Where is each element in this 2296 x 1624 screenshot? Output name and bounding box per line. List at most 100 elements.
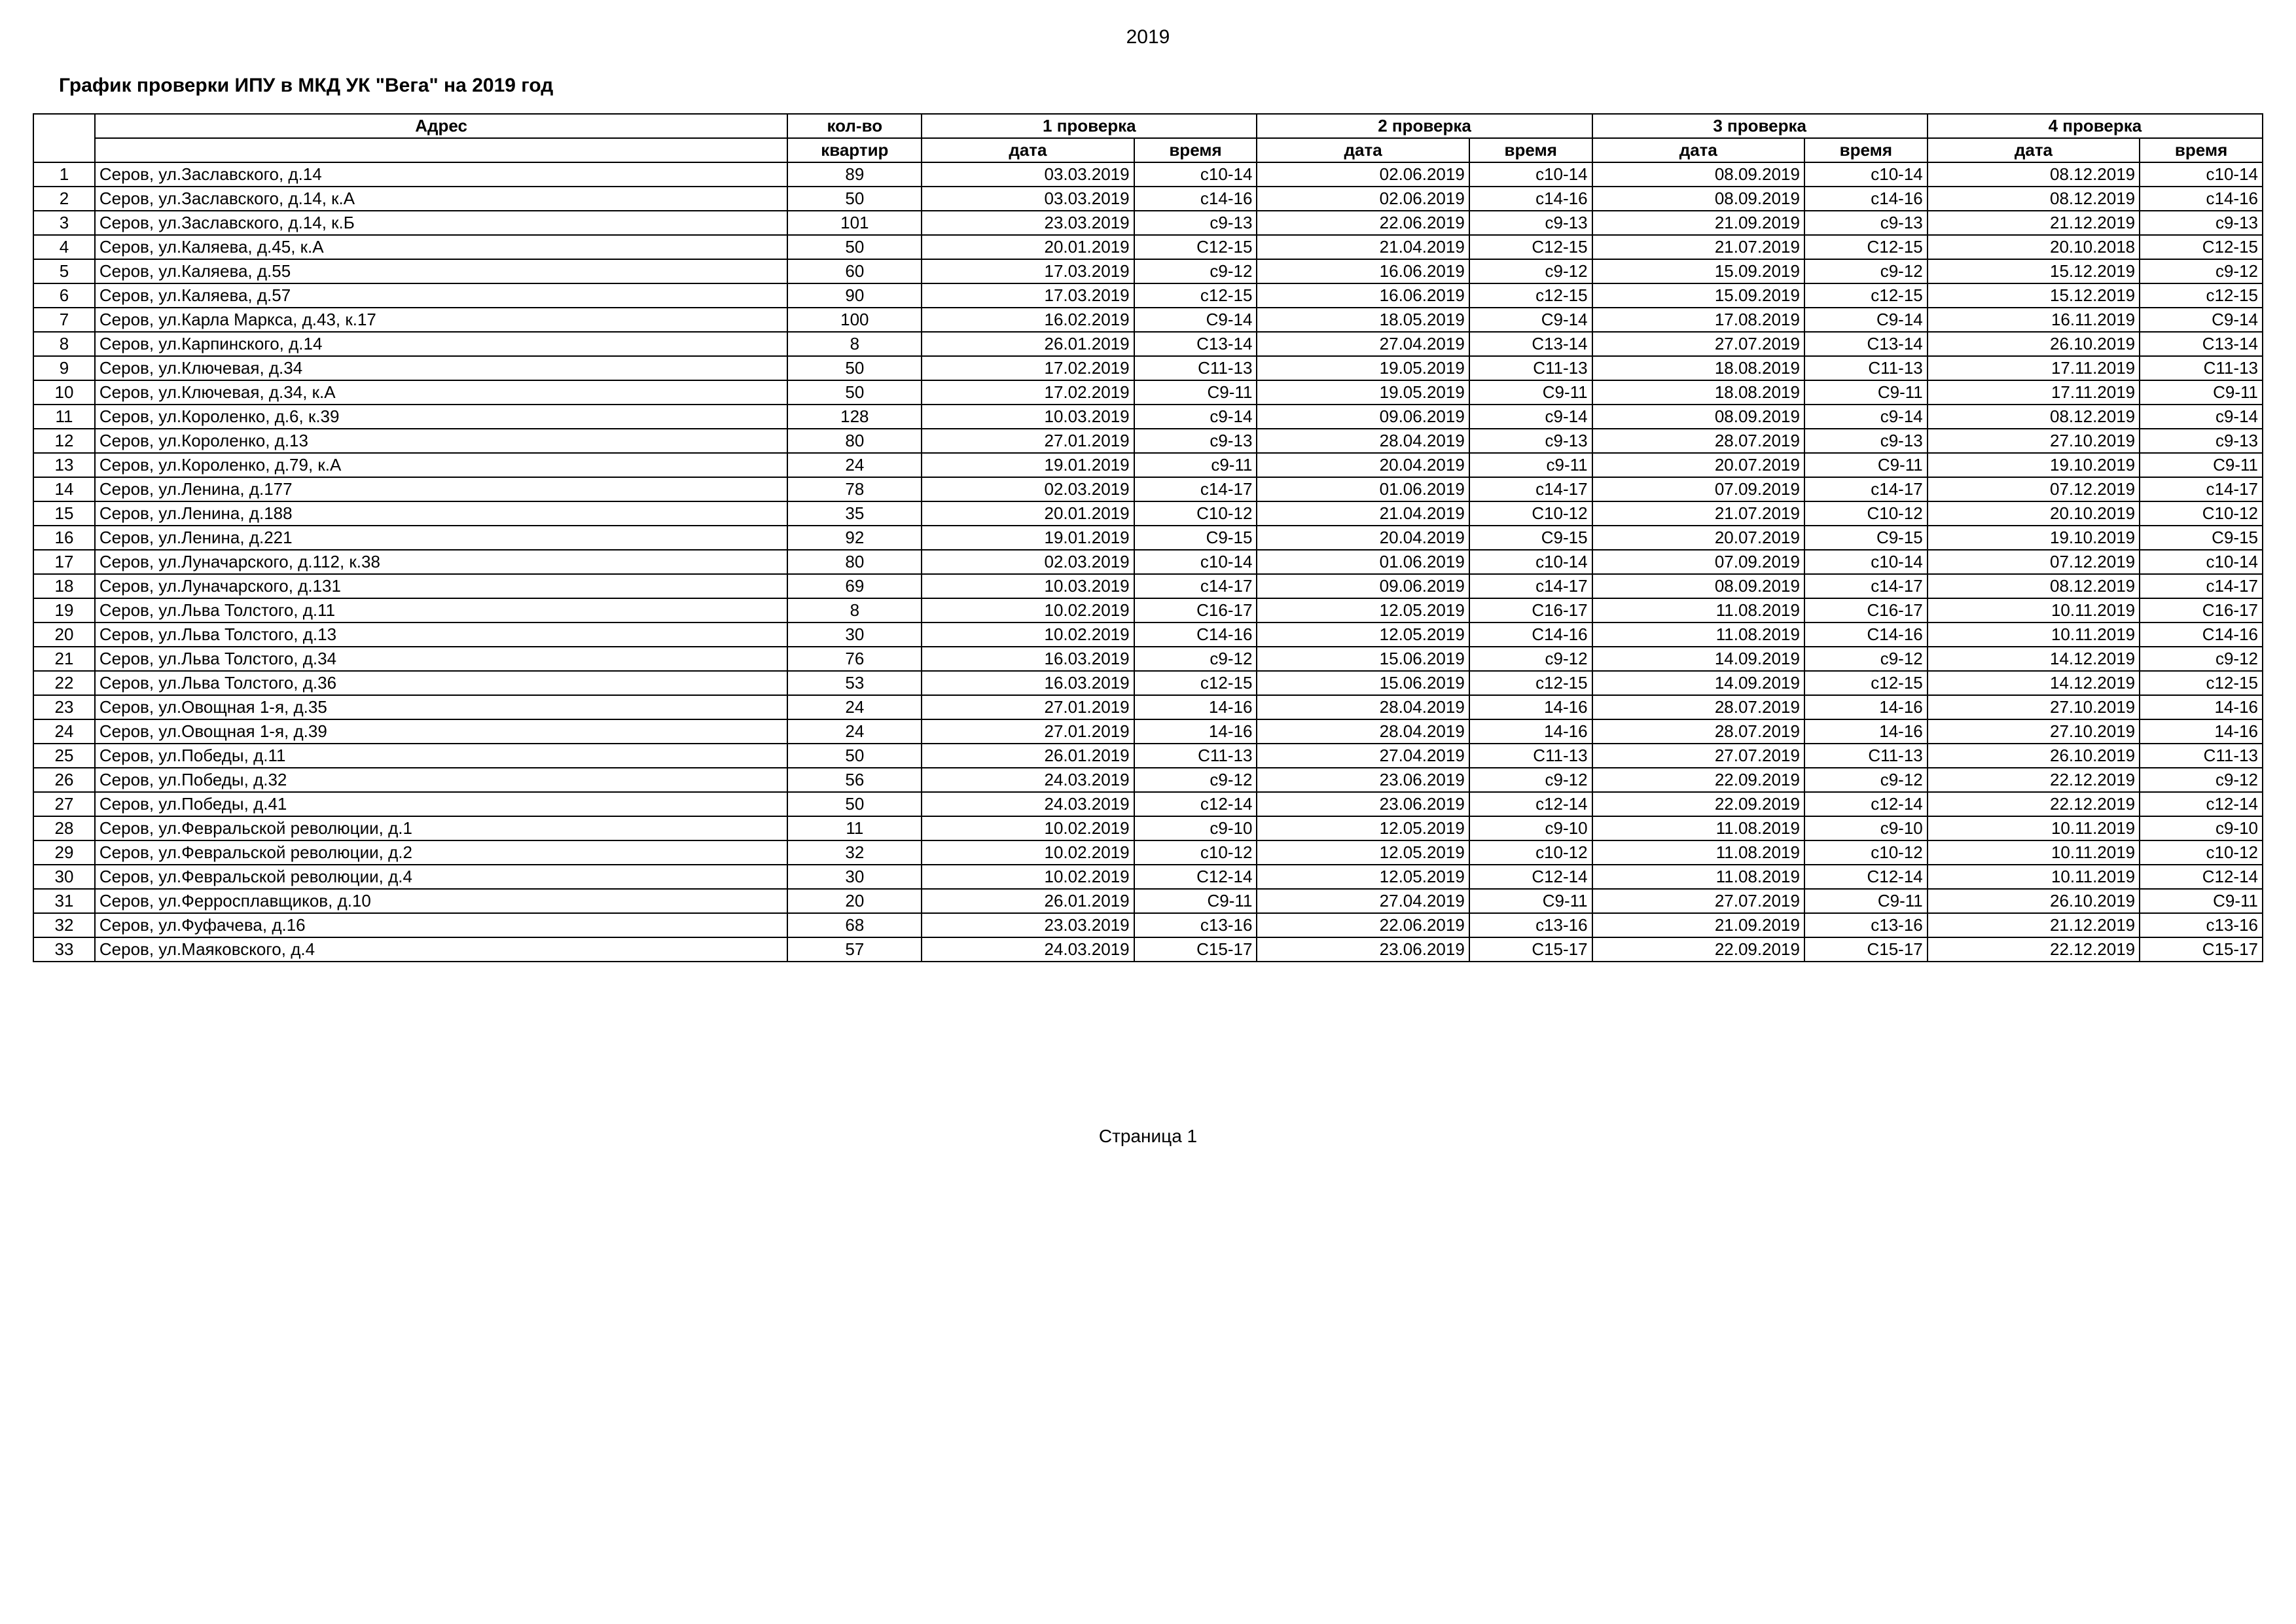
row-date1: 16.03.2019 [922, 671, 1134, 695]
row-time4: С16-17 [2140, 598, 2263, 623]
row-date2: 19.05.2019 [1257, 380, 1469, 405]
row-number: 21 [33, 647, 95, 671]
table-row: 4Серов, ул.Каляева, д.45, к.А5020.01.201… [33, 235, 2263, 259]
row-date3: 11.08.2019 [1592, 816, 1804, 840]
row-number: 31 [33, 889, 95, 913]
row-qty: 57 [787, 937, 922, 962]
row-time3: с9-13 [1804, 211, 1928, 235]
row-time4: С12-14 [2140, 865, 2263, 889]
row-time1: С13-14 [1134, 332, 1257, 356]
row-date4: 08.12.2019 [1928, 405, 2140, 429]
page-footer: Страница 1 [33, 1126, 2263, 1147]
row-address: Серов, ул.Короленко, д.79, к.А [95, 453, 788, 477]
row-date1: 03.03.2019 [922, 187, 1134, 211]
row-time3: С9-11 [1804, 380, 1928, 405]
table-row: 13Серов, ул.Короленко, д.79, к.А2419.01.… [33, 453, 2263, 477]
row-date2: 16.06.2019 [1257, 259, 1469, 283]
row-date4: 27.10.2019 [1928, 695, 2140, 719]
row-date4: 10.11.2019 [1928, 816, 2140, 840]
row-qty: 53 [787, 671, 922, 695]
row-date4: 19.10.2019 [1928, 526, 2140, 550]
row-date3: 08.09.2019 [1592, 162, 1804, 187]
table-row: 31Серов, ул.Ферросплавщиков, д.102026.01… [33, 889, 2263, 913]
table-row: 3Серов, ул.Заславского, д.14, к.Б10123.0… [33, 211, 2263, 235]
row-date4: 08.12.2019 [1928, 162, 2140, 187]
row-time3: с14-17 [1804, 574, 1928, 598]
row-time3: С11-13 [1804, 744, 1928, 768]
row-date2: 15.06.2019 [1257, 647, 1469, 671]
row-date3: 22.09.2019 [1592, 768, 1804, 792]
row-time1: С12-14 [1134, 865, 1257, 889]
row-date1: 02.03.2019 [922, 550, 1134, 574]
row-address: Серов, ул.Заславского, д.14, к.А [95, 187, 788, 211]
row-time2: с9-12 [1469, 647, 1592, 671]
row-date2: 12.05.2019 [1257, 598, 1469, 623]
row-number: 32 [33, 913, 95, 937]
row-number: 24 [33, 719, 95, 744]
row-qty: 69 [787, 574, 922, 598]
row-date2: 22.06.2019 [1257, 211, 1469, 235]
row-qty: 20 [787, 889, 922, 913]
row-time2: с12-15 [1469, 671, 1592, 695]
row-time2: С12-15 [1469, 235, 1592, 259]
table-row: 5Серов, ул.Каляева, д.556017.03.2019с9-1… [33, 259, 2263, 283]
row-address: Серов, ул.Ленина, д.221 [95, 526, 788, 550]
row-time2: с10-12 [1469, 840, 1592, 865]
row-number: 13 [33, 453, 95, 477]
row-address: Серов, ул.Каляева, д.45, к.А [95, 235, 788, 259]
row-time2: С9-14 [1469, 308, 1592, 332]
row-address: Серов, ул.Короленко, д.13 [95, 429, 788, 453]
table-row: 28Серов, ул.Февральской революции, д.111… [33, 816, 2263, 840]
row-time4: с10-14 [2140, 550, 2263, 574]
row-date2: 27.04.2019 [1257, 332, 1469, 356]
row-time2: с9-12 [1469, 768, 1592, 792]
row-qty: 50 [787, 187, 922, 211]
row-time3: С14-16 [1804, 623, 1928, 647]
table-row: 29Серов, ул.Февральской революции, д.232… [33, 840, 2263, 865]
row-date2: 27.04.2019 [1257, 744, 1469, 768]
row-time3: с9-12 [1804, 647, 1928, 671]
row-address: Серов, ул.Ключевая, д.34 [95, 356, 788, 380]
row-address: Серов, ул.Победы, д.11 [95, 744, 788, 768]
row-date4: 14.12.2019 [1928, 647, 2140, 671]
row-date3: 21.09.2019 [1592, 913, 1804, 937]
row-date4: 10.11.2019 [1928, 598, 2140, 623]
row-time3: с13-16 [1804, 913, 1928, 937]
row-number: 25 [33, 744, 95, 768]
row-date1: 24.03.2019 [922, 768, 1134, 792]
row-number: 27 [33, 792, 95, 816]
row-date3: 11.08.2019 [1592, 865, 1804, 889]
row-time3: с9-13 [1804, 429, 1928, 453]
row-time1: с9-12 [1134, 768, 1257, 792]
row-address: Серов, ул.Февральской революции, д.2 [95, 840, 788, 865]
row-date3: 28.07.2019 [1592, 429, 1804, 453]
row-time1: с9-13 [1134, 211, 1257, 235]
row-date2: 28.04.2019 [1257, 429, 1469, 453]
row-date3: 21.07.2019 [1592, 501, 1804, 526]
row-address: Серов, ул.Льва Толстого, д.36 [95, 671, 788, 695]
row-date3: 07.09.2019 [1592, 477, 1804, 501]
row-date1: 20.01.2019 [922, 235, 1134, 259]
row-time4: с9-12 [2140, 647, 2263, 671]
row-number: 9 [33, 356, 95, 380]
row-time2: с14-17 [1469, 477, 1592, 501]
row-date1: 16.03.2019 [922, 647, 1134, 671]
row-date2: 20.04.2019 [1257, 526, 1469, 550]
row-number: 28 [33, 816, 95, 840]
row-time3: с10-14 [1804, 550, 1928, 574]
row-address: Серов, ул.Льва Толстого, д.13 [95, 623, 788, 647]
row-number: 8 [33, 332, 95, 356]
row-number: 3 [33, 211, 95, 235]
row-number: 19 [33, 598, 95, 623]
col-time4: время [2140, 138, 2263, 162]
row-time3: с12-15 [1804, 671, 1928, 695]
row-time1: С16-17 [1134, 598, 1257, 623]
row-date4: 10.11.2019 [1928, 623, 2140, 647]
row-time1: с9-13 [1134, 429, 1257, 453]
row-time2: С14-16 [1469, 623, 1592, 647]
table-row: 27Серов, ул.Победы, д.415024.03.2019с12-… [33, 792, 2263, 816]
row-date4: 15.12.2019 [1928, 259, 2140, 283]
row-date4: 27.10.2019 [1928, 429, 2140, 453]
table-row: 20Серов, ул.Льва Толстого, д.133010.02.2… [33, 623, 2263, 647]
row-date3: 22.09.2019 [1592, 792, 1804, 816]
